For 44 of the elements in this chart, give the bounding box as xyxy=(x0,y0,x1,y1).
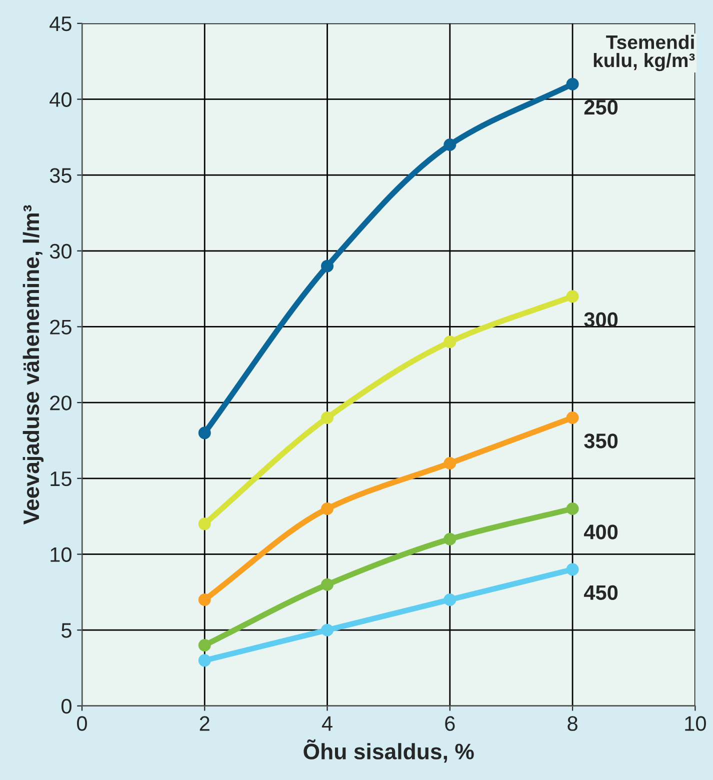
x-tick-label: 6 xyxy=(445,716,455,731)
y-tick-label: 30 xyxy=(50,244,72,259)
y-tick-label: 5 xyxy=(62,623,72,638)
point xyxy=(198,593,211,606)
x-tick-label: 2 xyxy=(200,716,210,731)
y-tick-label: 45 xyxy=(50,16,72,32)
point xyxy=(444,138,456,151)
point xyxy=(198,518,211,530)
point xyxy=(566,78,579,90)
series-label: 250 xyxy=(584,100,618,115)
point xyxy=(566,290,579,303)
point xyxy=(566,502,579,515)
point xyxy=(198,426,211,440)
y-tick-label: 15 xyxy=(50,472,72,486)
x-tick-label: 10 xyxy=(685,716,706,731)
point xyxy=(321,624,334,636)
y-tick-label: 35 xyxy=(50,168,72,183)
point xyxy=(444,336,456,348)
x-tick-label: 4 xyxy=(322,716,332,731)
y-tick-label: 25 xyxy=(50,320,72,334)
x-axis-title: Õhu sisaldus, % xyxy=(304,739,474,763)
point xyxy=(444,456,456,470)
point xyxy=(321,502,334,515)
point xyxy=(566,563,579,576)
series-label: 450 xyxy=(584,585,618,600)
y-tick-label: 0 xyxy=(62,698,72,714)
series-label: 400 xyxy=(584,524,618,540)
y-tick-label: 40 xyxy=(50,92,72,107)
point xyxy=(566,411,579,424)
point xyxy=(321,578,334,591)
point xyxy=(444,532,456,546)
point xyxy=(198,638,211,652)
x-tick-label: 0 xyxy=(77,716,87,731)
point xyxy=(321,411,334,424)
y-tick-label: 20 xyxy=(50,396,72,410)
y-tick-label: 10 xyxy=(50,547,72,562)
legend-title: Tsemendi kulu, kg/m³ xyxy=(594,34,695,72)
series-label: 350 xyxy=(584,434,618,448)
y-axis-title: Veevajaduse vähenemine, l/m³ xyxy=(22,205,44,524)
point xyxy=(321,260,334,272)
series-label: 300 xyxy=(584,312,618,328)
point xyxy=(444,593,456,606)
point xyxy=(198,654,211,667)
x-tick-label: 8 xyxy=(568,716,578,731)
